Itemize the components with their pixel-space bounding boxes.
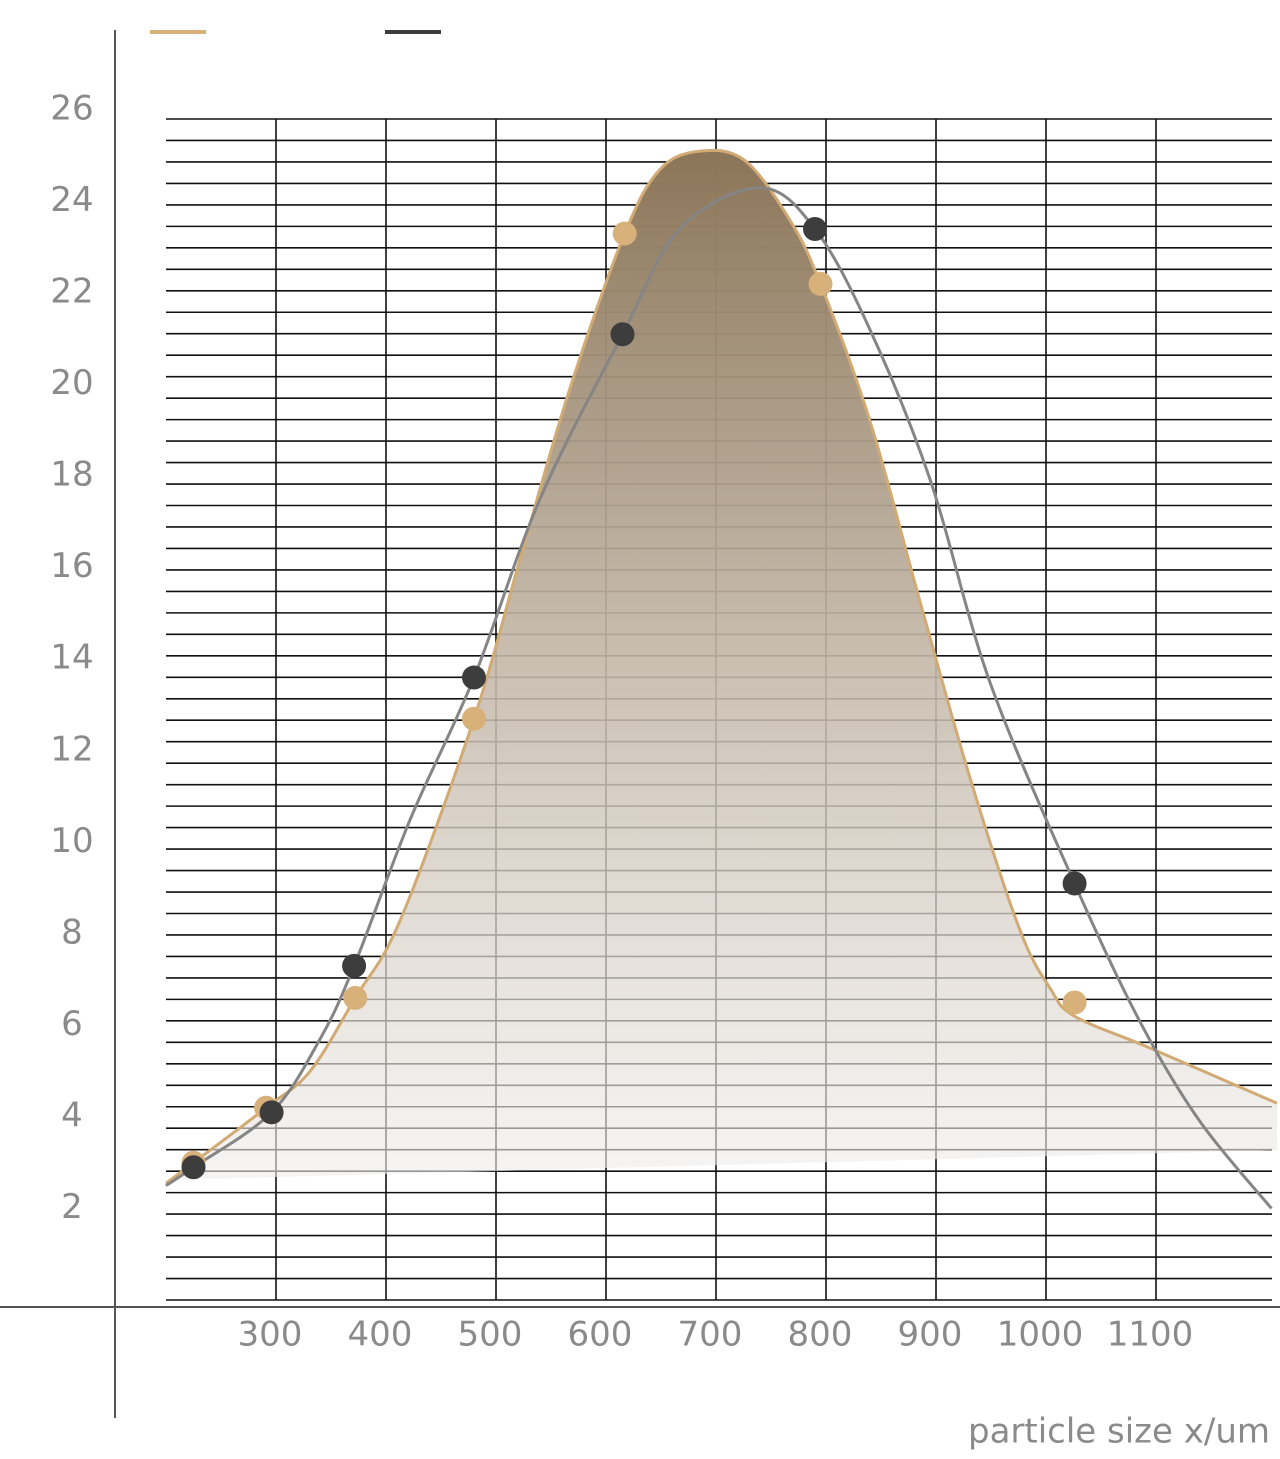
data-point — [612, 221, 637, 246]
x-tick-label: 500 — [458, 1315, 523, 1355]
x-tick-label: 900 — [898, 1315, 963, 1355]
y-tick-label: 14 — [50, 638, 93, 678]
y-tick-label: 6 — [61, 1004, 83, 1044]
data-point — [808, 271, 833, 296]
data-point — [181, 1155, 206, 1180]
y-tick-label: 8 — [61, 912, 83, 952]
x-axis-label: particle size x/um — [968, 1412, 1270, 1452]
data-point — [1062, 990, 1087, 1015]
y-tick-label: 26 — [50, 89, 93, 129]
y-tick-label: 16 — [50, 546, 93, 586]
data-point — [1062, 871, 1087, 896]
fit-curve — [165, 148, 1278, 1185]
data-point — [343, 985, 368, 1010]
x-tick-label: 600 — [568, 1315, 633, 1355]
y-tick-label: 12 — [50, 729, 93, 769]
x-tick-label: 800 — [788, 1315, 853, 1355]
y-tick-label: 20 — [50, 363, 93, 403]
data-point — [803, 217, 827, 241]
y-tick-label: 4 — [61, 1095, 83, 1135]
x-tick-label: 700 — [678, 1315, 743, 1355]
data-point — [462, 665, 486, 690]
data-point — [462, 706, 486, 731]
data-point — [259, 1100, 284, 1125]
y-tick-label: 22 — [50, 272, 93, 312]
x-tick-label: 400 — [348, 1315, 413, 1355]
data-point — [342, 953, 367, 978]
area-fill — [166, 150, 1277, 1184]
y-tick-label: 2 — [61, 1187, 83, 1227]
y-tick-label: 18 — [50, 455, 93, 495]
x-tick-label: 1100 — [1107, 1315, 1194, 1355]
x-tick-label: 300 — [238, 1315, 303, 1355]
y-tick-label: 10 — [50, 821, 93, 861]
x-tick-label: 1000 — [997, 1315, 1084, 1355]
data-point — [610, 322, 635, 347]
y-tick-label: 24 — [50, 180, 93, 220]
